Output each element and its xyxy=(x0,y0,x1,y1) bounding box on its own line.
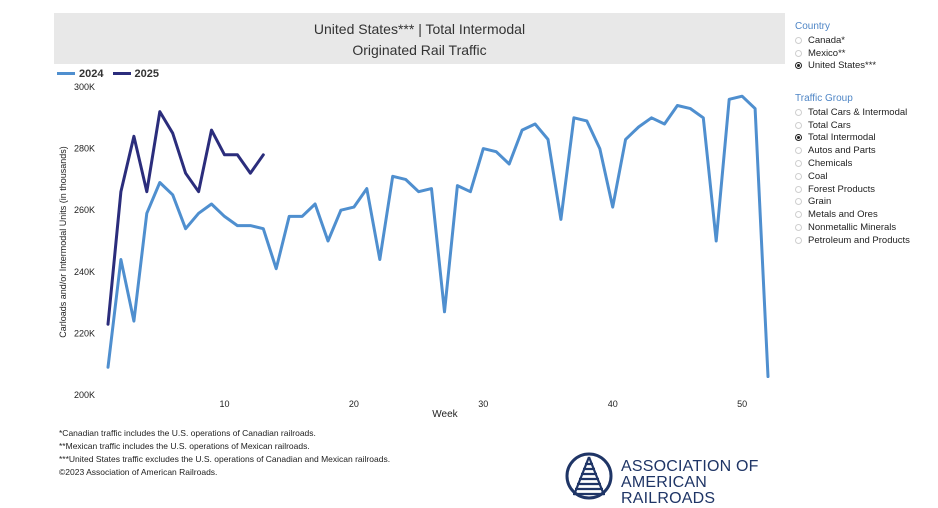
y-tick-label: 220K xyxy=(74,328,95,338)
country-option[interactable]: United States*** xyxy=(795,60,876,73)
series-line-2025[interactable] xyxy=(106,110,265,326)
radio-selected-icon[interactable] xyxy=(795,62,802,70)
traffic-group-option-label: Nonmetallic Minerals xyxy=(808,222,897,234)
country-option-label: Mexico** xyxy=(808,47,846,59)
x-tick-label: 50 xyxy=(737,399,747,409)
traffic-group-option-label: Petroleum and Products xyxy=(808,234,910,246)
aar-logo: ASSOCIATION OF AMERICAN RAILROADS xyxy=(563,451,793,507)
traffic-group-option[interactable]: Autos and Parts xyxy=(795,144,910,157)
radio-icon[interactable] xyxy=(795,121,802,129)
logo-line1: ASSOCIATION OF xyxy=(621,458,759,475)
footnote-canada: *Canadian traffic includes the U.S. oper… xyxy=(59,428,316,438)
series-group xyxy=(106,94,770,378)
traffic-group-filter: Traffic Group Total Cars & Intermodal Tot… xyxy=(795,93,910,247)
country-option-label: Canada* xyxy=(808,34,845,46)
country-option-label: United States*** xyxy=(808,60,877,72)
y-tick-label: 200K xyxy=(74,390,95,400)
traffic-group-option-label: Coal xyxy=(808,170,828,182)
x-tick-label: 40 xyxy=(608,399,618,409)
chart-title-box: United States*** | Total Intermodal Orig… xyxy=(54,13,785,64)
country-option[interactable]: Canada* xyxy=(795,34,876,47)
radio-icon[interactable] xyxy=(795,49,802,57)
country-options: Canada* Mexico** United States*** xyxy=(795,34,876,72)
traffic-group-option-label: Total Intermodal xyxy=(808,132,876,144)
traffic-group-option[interactable]: Total Intermodal xyxy=(795,132,910,145)
x-axis-label: Week xyxy=(432,409,458,420)
legend-item-2024[interactable]: 2024 xyxy=(57,68,103,80)
legend-label-2025: 2025 xyxy=(134,67,160,80)
footnote-united-states: ***United States traffic excludes the U.… xyxy=(59,454,391,464)
chart-subtitle: Originated Rail Traffic xyxy=(352,42,487,58)
traffic-group-option[interactable]: Nonmetallic Minerals xyxy=(795,221,910,234)
legend-item-2025[interactable]: 2025 xyxy=(112,67,160,80)
radio-icon[interactable] xyxy=(795,185,802,193)
series-line-2024[interactable] xyxy=(106,94,770,378)
traffic-group-option-label: Grain xyxy=(808,196,832,208)
radio-icon[interactable] xyxy=(795,198,802,206)
radio-icon[interactable] xyxy=(795,147,802,155)
traffic-group-option-label: Total Cars & Intermodal xyxy=(808,106,908,118)
x-axis: 10 20 30 40 50 xyxy=(219,399,747,409)
legend-label-2024: 2024 xyxy=(79,67,104,80)
footnote-mexico: **Mexican traffic includes the U.S. oper… xyxy=(59,441,310,451)
radio-icon[interactable] xyxy=(795,160,802,168)
x-tick-label: 30 xyxy=(478,399,488,409)
y-tick-label: 240K xyxy=(74,267,95,277)
rail-track-icon xyxy=(565,452,613,500)
y-axis-label: Carloads and/or Intermodal Units (in tho… xyxy=(58,146,68,338)
legend-swatch-2024 xyxy=(57,72,75,75)
radio-icon[interactable] xyxy=(795,172,802,180)
radio-icon[interactable] xyxy=(795,108,802,116)
traffic-group-option-label: Metals and Ores xyxy=(808,209,878,221)
country-filter: Country Canada* Mexico** United States*** xyxy=(795,21,876,72)
x-tick-label: 20 xyxy=(349,399,359,409)
radio-icon[interactable] xyxy=(795,224,802,232)
chart-title: United States*** | Total Intermodal xyxy=(313,21,526,37)
radio-icon[interactable] xyxy=(795,211,802,219)
logo-line2: AMERICAN RAILROADS xyxy=(621,474,716,507)
footnotes: *Canadian traffic includes the U.S. oper… xyxy=(59,427,390,479)
traffic-group-option[interactable]: Metals and Ores xyxy=(795,208,910,221)
traffic-group-option-label: Autos and Parts xyxy=(808,145,876,157)
traffic-group-heading: Traffic Group xyxy=(795,93,853,104)
legend-swatch-2025 xyxy=(112,72,131,75)
traffic-group-option[interactable]: Forest Products xyxy=(795,183,910,196)
traffic-group-option-label: Forest Products xyxy=(808,183,876,195)
traffic-group-options: Total Cars & Intermodal Total Cars Total I… xyxy=(795,106,910,247)
traffic-group-option[interactable]: Grain xyxy=(795,196,910,209)
y-tick-label: 280K xyxy=(74,144,95,154)
y-axis: 200K 220K 240K 260K 280K 300K xyxy=(74,82,95,400)
country-option[interactable]: Mexico** xyxy=(795,47,876,60)
traffic-group-option-label: Chemicals xyxy=(808,158,853,170)
radio-selected-icon[interactable] xyxy=(795,134,802,142)
x-tick-label: 10 xyxy=(219,399,229,409)
y-tick-label: 300K xyxy=(74,82,95,92)
traffic-group-option-label: Total Cars xyxy=(808,119,851,131)
traffic-group-option[interactable]: Coal xyxy=(795,170,910,183)
radio-icon[interactable] xyxy=(795,236,802,244)
traffic-group-option[interactable]: Chemicals xyxy=(795,157,910,170)
y-tick-label: 260K xyxy=(74,205,95,215)
radio-icon[interactable] xyxy=(795,36,802,44)
traffic-group-option[interactable]: Total Cars & Intermodal xyxy=(795,106,910,119)
country-heading: Country xyxy=(795,21,831,32)
traffic-group-option[interactable]: Petroleum and Products xyxy=(795,234,910,247)
traffic-group-option[interactable]: Total Cars xyxy=(795,119,910,132)
chart-legend: 2024 2025 xyxy=(57,66,165,80)
copyright: ©2023 Association of American Railroads. xyxy=(59,467,218,477)
logo-text: ASSOCIATION OF AMERICAN RAILROADS xyxy=(621,459,793,507)
